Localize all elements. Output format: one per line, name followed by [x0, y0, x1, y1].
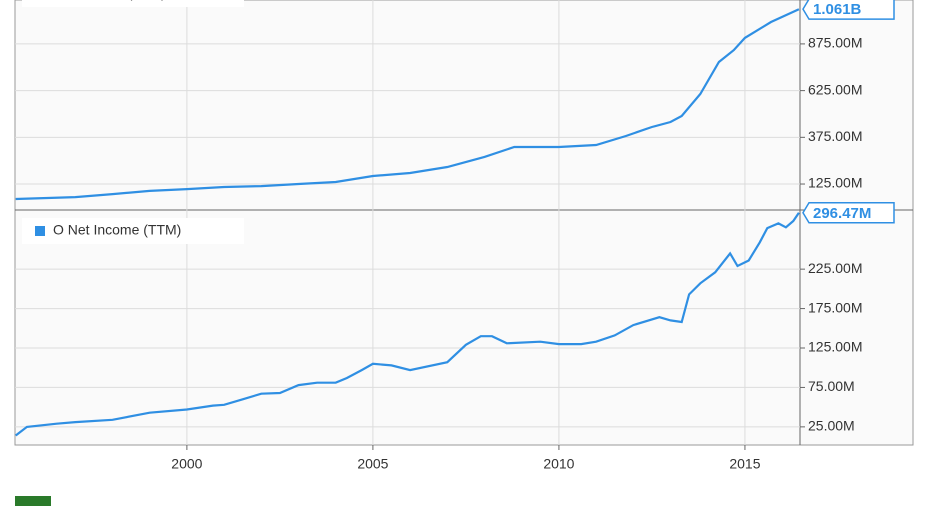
value-label: 1.061B	[802, 0, 895, 20]
x-tick-label: 2000	[171, 456, 202, 472]
y-tick-label: 175.00M	[808, 299, 862, 315]
y-tick-label: 25.00M	[808, 418, 855, 434]
x-tick-label: 2015	[729, 456, 760, 472]
y-tick-label: 375.00M	[808, 128, 862, 144]
y-tick-label: 225.00M	[808, 260, 862, 276]
x-tick-label: 2010	[543, 456, 574, 472]
y-tick-label: 875.00M	[808, 35, 862, 51]
y-tick-label: 125.00M	[808, 175, 862, 191]
value-label-box	[802, 0, 895, 20]
value-label: 296.47M	[802, 202, 895, 224]
legend-box	[22, 218, 244, 244]
legend-box	[22, 0, 244, 7]
line-series	[15, 212, 800, 437]
x-tick-label: 2005	[357, 456, 388, 472]
logo	[15, 496, 51, 506]
y-tick-label: 125.00M	[808, 339, 862, 355]
y-tick-label: 75.00M	[808, 378, 855, 394]
value-label-box	[802, 202, 895, 224]
line-series	[15, 8, 800, 201]
legend-label: O Net Income (TTM)	[53, 222, 181, 238]
legend-swatch	[35, 226, 45, 236]
legend-label: O Revenue (TTM)	[53, 0, 166, 1]
value-label-text: 296.47M	[813, 205, 871, 222]
value-label-text: 1.061B	[813, 1, 862, 18]
y-tick-label: 625.00M	[808, 81, 862, 97]
